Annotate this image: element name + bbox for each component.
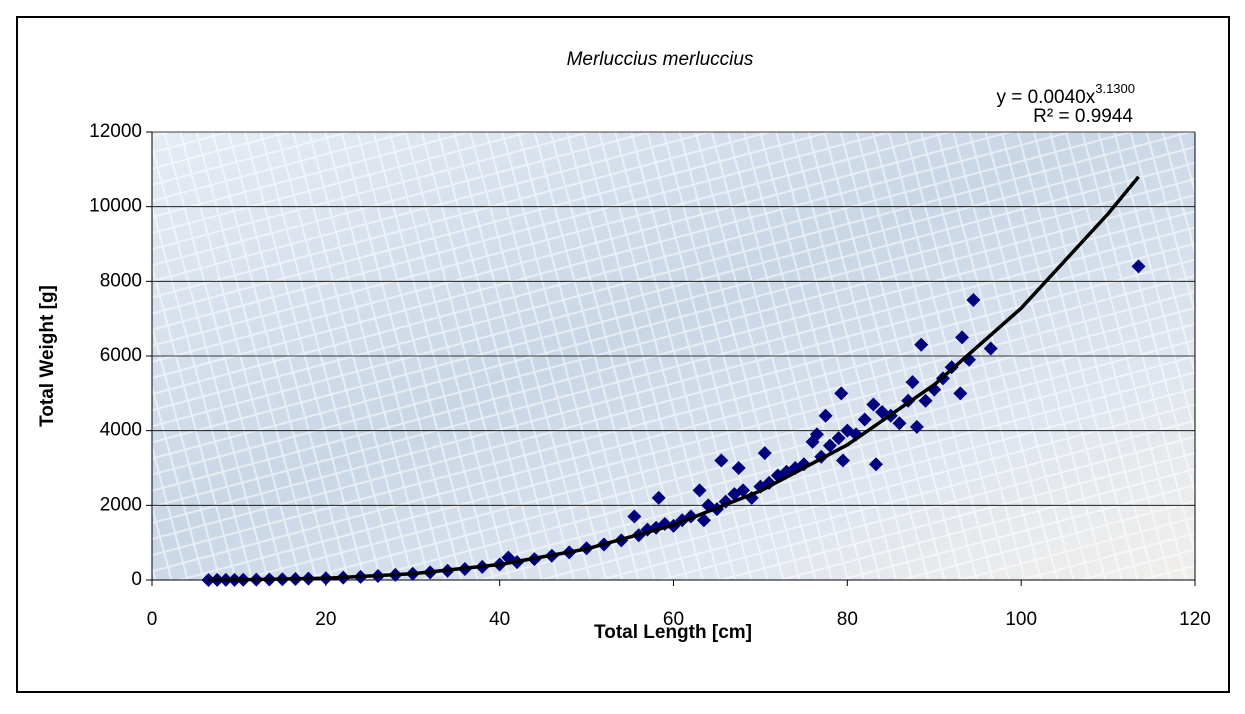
point: [731, 461, 746, 475]
y-tick-label: 12000: [89, 121, 142, 142]
x-tick-label: 80: [837, 609, 858, 630]
point: [953, 386, 968, 401]
point: [955, 330, 970, 345]
point: [905, 375, 920, 390]
x-tick-label: 40: [489, 609, 510, 630]
trendline: [208, 175, 1140, 582]
y-tick-label: 4000: [100, 420, 142, 441]
point: [866, 397, 881, 412]
x-tick-label: 60: [663, 609, 684, 630]
equation: y = 0.0040x: [996, 87, 1095, 108]
chart-title: Merluccius merluccius: [567, 49, 754, 70]
point: [736, 483, 751, 498]
point: [835, 453, 850, 468]
point: [818, 408, 833, 423]
y-axis-label: Total Weight [g]: [37, 285, 58, 427]
point: [983, 341, 998, 356]
point: [914, 337, 929, 352]
point: [757, 446, 772, 461]
point: [831, 431, 846, 446]
y-tick-label: 2000: [100, 494, 142, 515]
point: [822, 438, 837, 453]
x-tick-label: 20: [315, 609, 336, 630]
point: [809, 427, 824, 442]
point: [918, 393, 933, 408]
point: [1131, 259, 1146, 274]
point: [892, 416, 907, 431]
x-tick-label: 0: [147, 609, 158, 630]
y-tick-label: 0: [131, 569, 142, 590]
trend-equation: y = 0.0040x3.1300: [996, 81, 1135, 108]
x-axis-label: Total Length [cm]: [594, 622, 752, 643]
x-tick-label: 120: [1179, 609, 1211, 630]
r-squared: R² = 0.9944: [1033, 106, 1133, 127]
equation-exponent: 3.1300: [1095, 81, 1135, 96]
point: [692, 483, 707, 498]
y-tick-label: 8000: [100, 270, 142, 291]
point: [869, 457, 884, 472]
x-tick-label: 100: [1005, 609, 1037, 630]
point: [714, 453, 729, 468]
point: [201, 572, 216, 587]
y-tick-label: 10000: [89, 196, 142, 217]
point: [834, 386, 849, 401]
point: [909, 419, 924, 434]
y-tick-label: 6000: [100, 345, 142, 366]
point: [627, 509, 642, 524]
point: [857, 412, 872, 427]
point: [696, 513, 711, 528]
point: [966, 293, 981, 307]
point: [651, 490, 666, 505]
